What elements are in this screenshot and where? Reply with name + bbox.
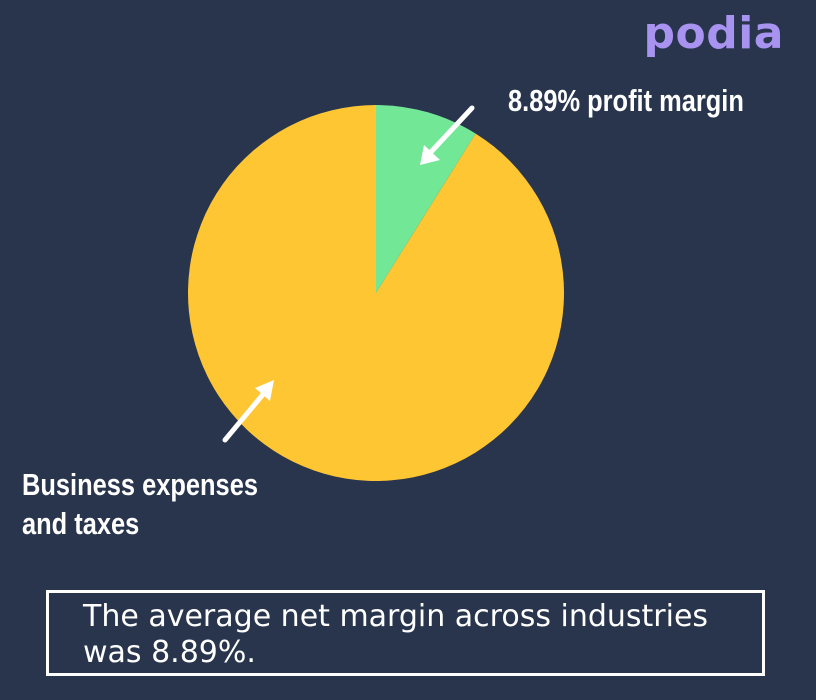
caption-text: The average net margin across industries… bbox=[83, 599, 709, 670]
pie-slice-business-expenses bbox=[187, 105, 564, 481]
podia-logo: podia bbox=[643, 8, 784, 59]
expenses-arrow-icon bbox=[222, 380, 274, 443]
caption-box: The average net margin across industries… bbox=[46, 590, 765, 676]
pie-slices bbox=[187, 105, 564, 481]
profit-margin-label: 8.89% profit margin bbox=[508, 83, 744, 118]
pie-slice-profit-margin bbox=[376, 105, 476, 293]
business-expenses-label: Business expenses and taxes bbox=[22, 467, 258, 541]
profit-arrow-icon bbox=[420, 105, 475, 165]
